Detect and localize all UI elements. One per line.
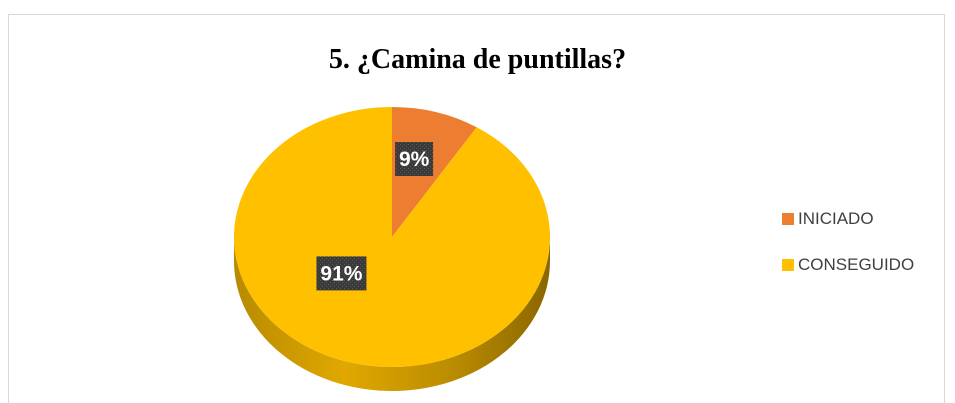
legend-item-conseguido: CONSEGUIDO [782,252,914,277]
data-label-box [316,256,367,291]
pie-slice-conseguido [233,107,550,367]
data-label-text: 9% [399,148,430,171]
pie-labels: 9% 91% [316,142,434,291]
pie-slice-iniciado [392,107,477,237]
legend: INICIADO CONSEGUIDO [782,206,914,298]
legend-swatch-conseguido [782,258,794,271]
pie-slices [233,107,550,367]
legend-swatch-iniciado [782,212,794,225]
pie-3d-side [234,237,550,391]
data-label-conseguido: 91% [316,256,367,291]
legend-label-conseguido: CONSEGUIDO [798,254,915,274]
data-label-text: 91% [320,262,362,285]
legend-item-iniciado: INICIADO [782,206,914,231]
data-label-iniciado: 9% [395,142,434,176]
pie-side-wall [234,237,550,391]
legend-label-iniciado: INICIADO [798,208,874,228]
data-label-box [395,142,434,176]
chart-title: 5. ¿Camina de puntillas? [328,44,627,75]
